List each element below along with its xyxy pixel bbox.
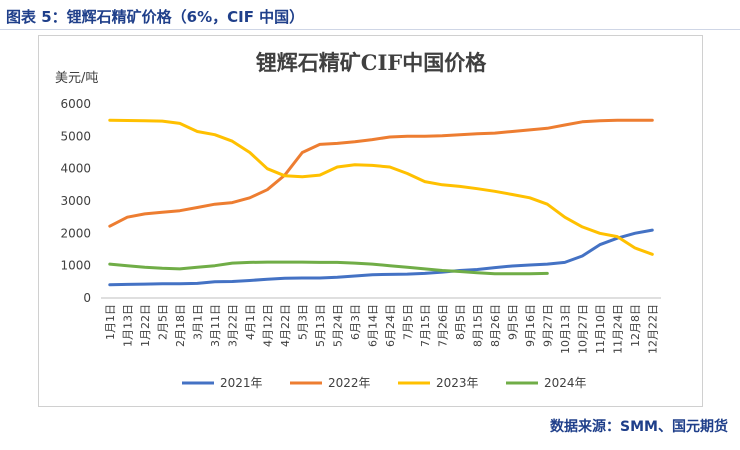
source-note: 数据来源：SMM、国元期货 xyxy=(550,419,728,435)
line-chart: 锂辉石精矿CIF中国价格 美元/吨 0 1000 2000 3000 4000 5000 6… xyxy=(55,50,661,390)
x-tick-label: 12月22日 xyxy=(646,304,659,354)
x-tick-label: 9月27日 xyxy=(541,304,554,347)
x-tick-label: 6月3日 xyxy=(349,304,362,340)
series-lines xyxy=(108,118,654,287)
series-line xyxy=(108,228,654,287)
series-line xyxy=(108,260,549,276)
x-tick-label: 11月10日 xyxy=(594,304,607,354)
y-axis-label: 美元/吨 xyxy=(55,71,98,86)
x-tick-label: 1月1日 xyxy=(104,304,117,340)
x-tick-label: 1月22日 xyxy=(139,304,152,347)
y-tick-label: 2000 xyxy=(60,226,91,240)
x-tick-label: 6月14日 xyxy=(366,304,379,347)
legend-label: 2021年 xyxy=(220,376,263,390)
chart-frame: 锂辉石精矿CIF中国价格 美元/吨 0 1000 2000 3000 4000 5000 6… xyxy=(38,35,703,407)
chart-title: 锂辉石精矿CIF中国价格 xyxy=(256,50,487,75)
x-tick-label: 3月1日 xyxy=(191,304,204,340)
x-tick-label: 9月5日 xyxy=(506,304,519,340)
y-tick-label: 3000 xyxy=(60,194,91,208)
x-tick-label: 2月5日 xyxy=(156,304,169,340)
x-axis-tick-labels: 1月1日 1月13日 1月22日 2月5日 2月18日 3月1日 3月11日 3月22日 4月1… xyxy=(104,304,660,354)
x-tick-label: 4月22日 xyxy=(279,304,292,347)
series-line xyxy=(108,118,654,228)
y-axis-tick-labels: 0 1000 2000 3000 4000 5000 6000 xyxy=(60,97,91,305)
legend-label: 2023年 xyxy=(436,376,479,390)
x-tick-label: 9月16日 xyxy=(524,304,537,347)
y-tick-label: 1000 xyxy=(60,259,91,273)
x-tick-label: 3月22日 xyxy=(226,304,239,347)
x-tick-label: 5月3日 xyxy=(296,304,309,340)
x-tick-label: 7月26日 xyxy=(436,304,449,347)
y-tick-label: 0 xyxy=(83,291,91,305)
figure-caption: 图表 5：锂辉石精矿价格（6%，CIF 中国） xyxy=(6,8,305,26)
x-tick-label: 4月12日 xyxy=(261,304,274,347)
legend: 2021年 2022年 2023年 2024年 xyxy=(182,376,587,390)
y-tick-label: 6000 xyxy=(60,97,91,111)
x-tick-label: 10月13日 xyxy=(559,304,572,354)
legend-label: 2022年 xyxy=(328,376,371,390)
x-tick-label: 8月26日 xyxy=(489,304,502,347)
x-tick-label: 8月5日 xyxy=(454,304,467,340)
x-tick-label: 7月5日 xyxy=(401,304,414,340)
x-tick-label: 8月15日 xyxy=(471,304,484,347)
x-tick-label: 4月1日 xyxy=(244,304,257,340)
y-tick-label: 4000 xyxy=(60,162,91,176)
y-tick-label: 5000 xyxy=(60,129,91,143)
x-tick-label: 1月13日 xyxy=(121,304,134,347)
x-tick-label: 6月24日 xyxy=(384,304,397,347)
series-line xyxy=(108,118,654,256)
x-tick-label: 5月24日 xyxy=(331,304,344,347)
legend-label: 2024年 xyxy=(544,376,587,390)
x-tick-label: 10月27日 xyxy=(576,304,589,354)
x-tick-label: 2月18日 xyxy=(174,304,187,347)
caption-divider xyxy=(0,29,740,30)
x-tick-label: 7月15日 xyxy=(419,304,432,347)
x-tick-label: 3月11日 xyxy=(209,304,222,347)
x-tick-label: 12月8日 xyxy=(629,304,642,347)
x-tick-label: 11月24日 xyxy=(611,304,624,354)
x-tick-label: 5月13日 xyxy=(314,304,327,347)
